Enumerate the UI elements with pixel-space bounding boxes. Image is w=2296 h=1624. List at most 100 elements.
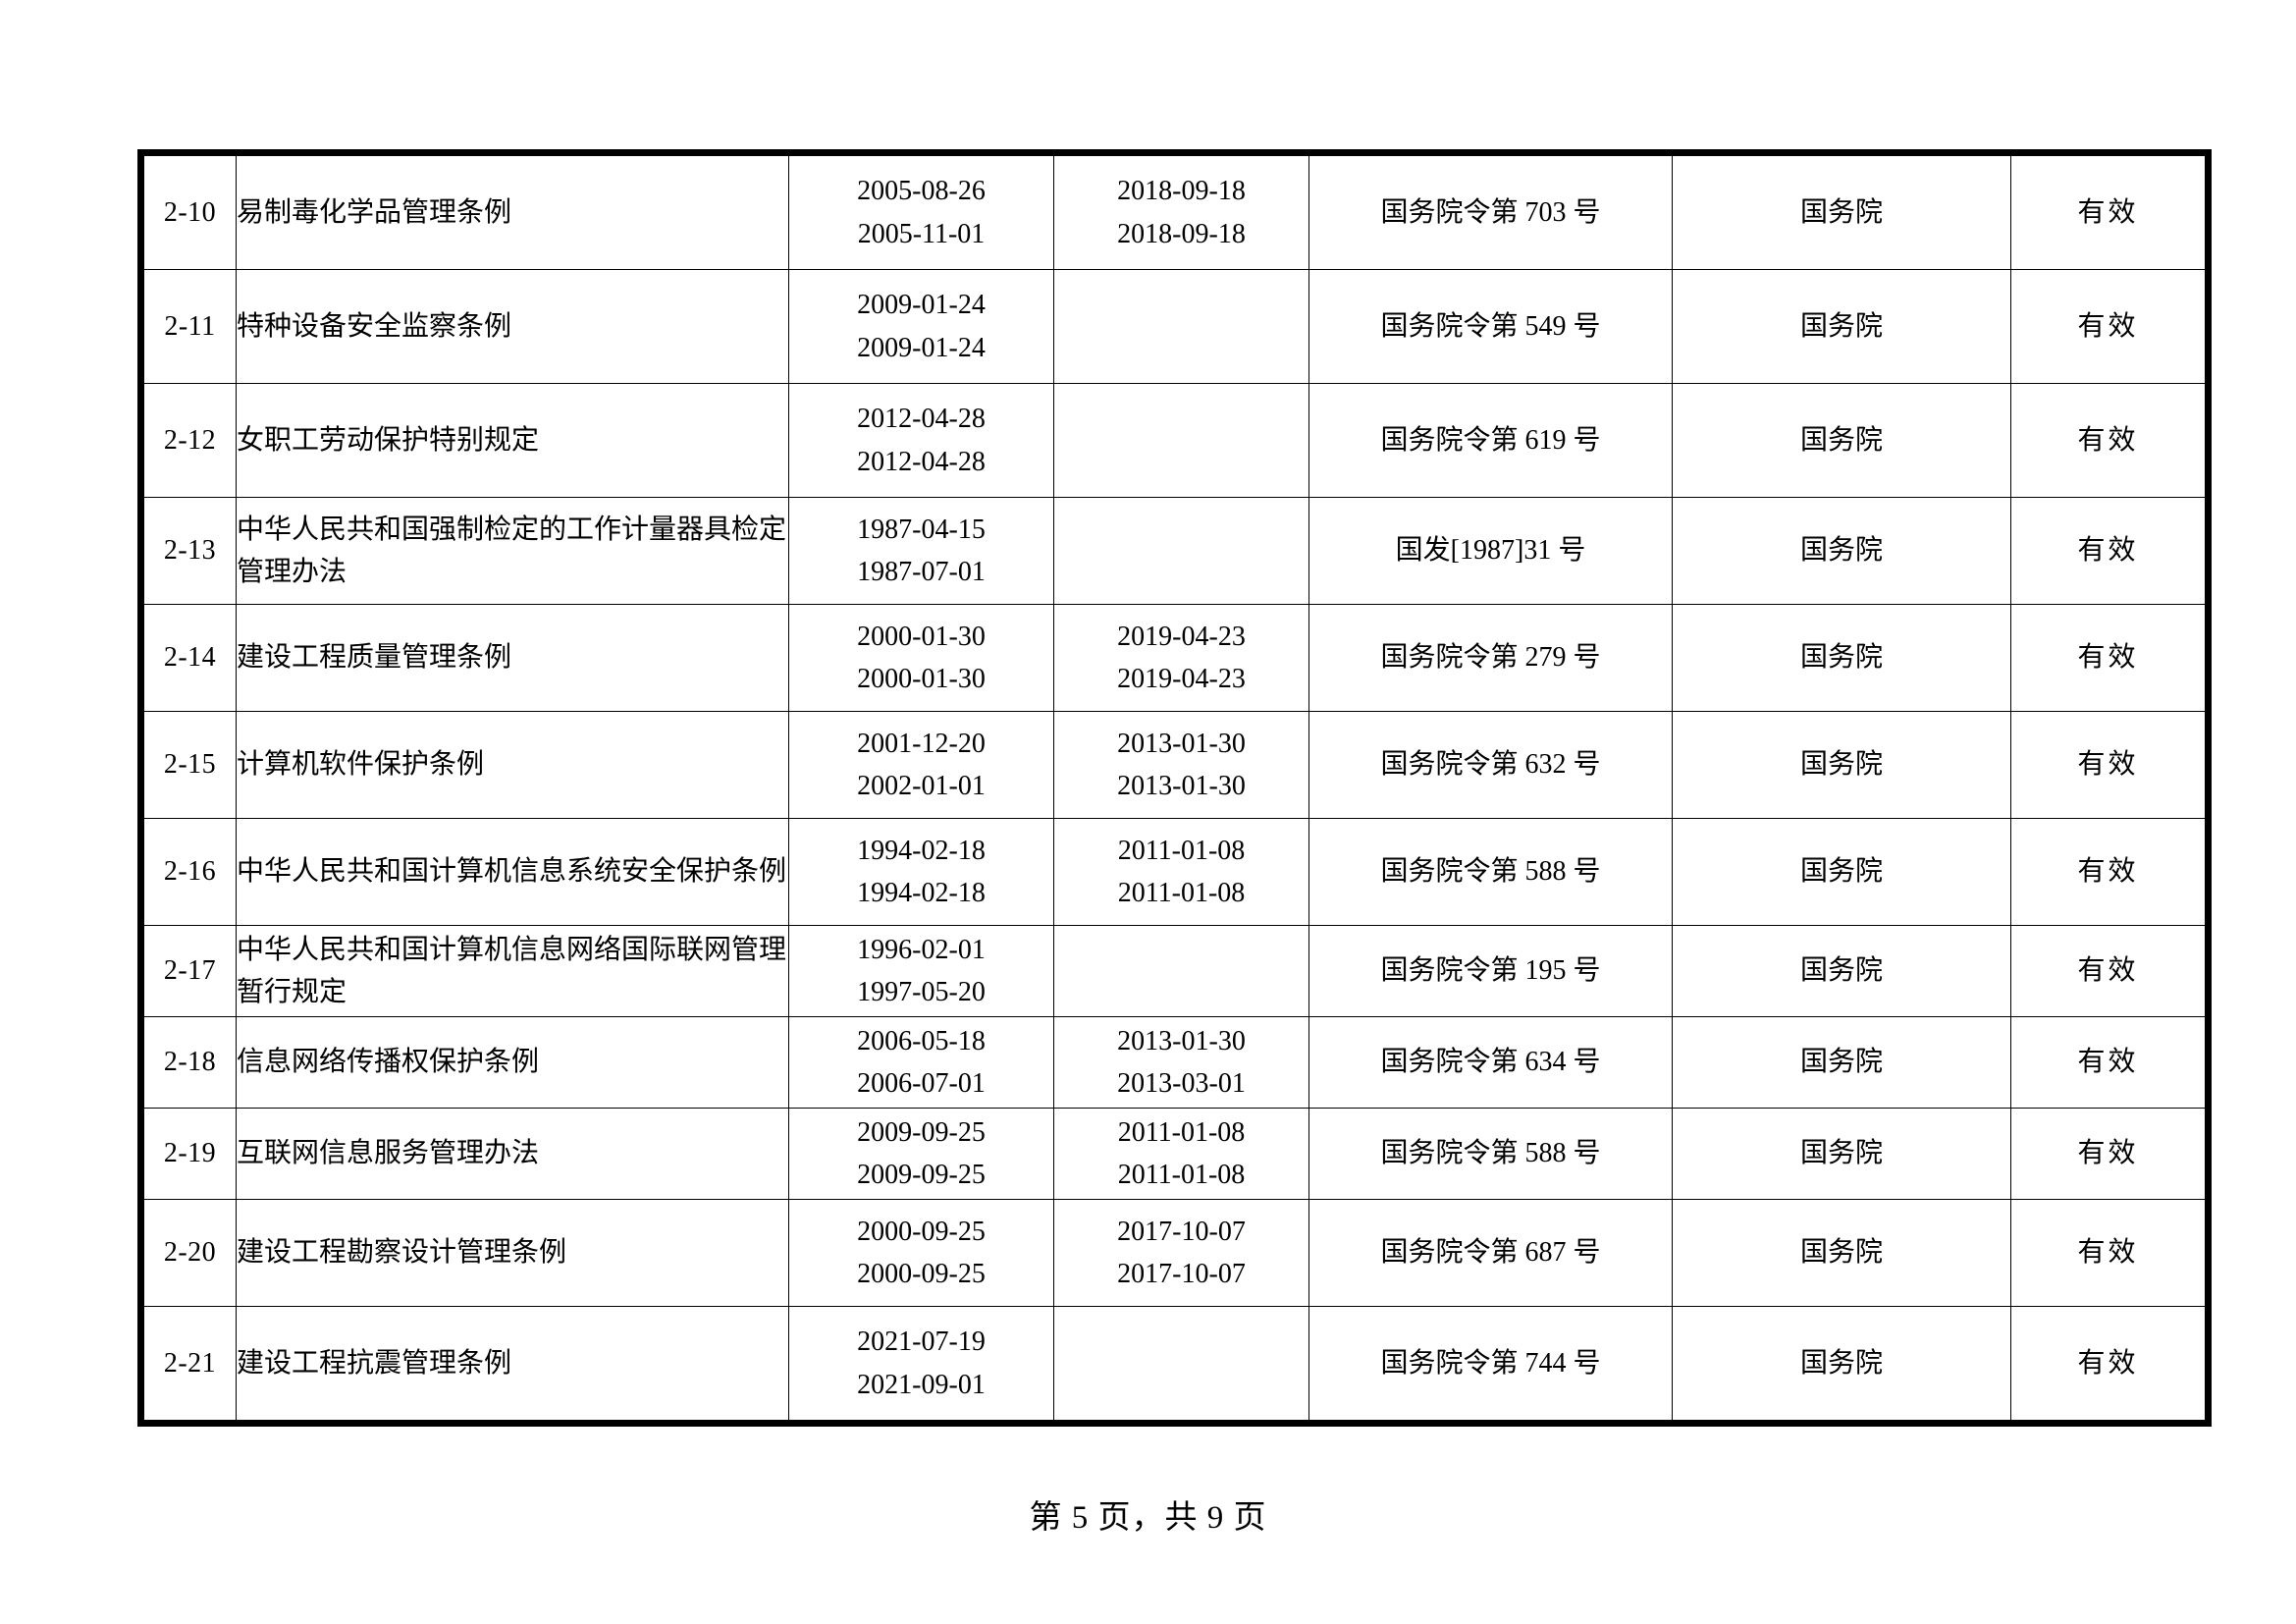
amend-effective-date: 2017-10-07	[1117, 1259, 1246, 1289]
issuer-cell: 国务院	[1672, 497, 2011, 605]
document-number-cell: 国务院令第 549 号	[1308, 269, 1673, 384]
regulations-table: 2-10 易制毒化学品管理条例 2005-08-26 2005-11-01 2018-0…	[137, 149, 2212, 1427]
document-number-cell: 国务院令第 703 号	[1308, 152, 1673, 270]
issue-date: 2000-09-25	[857, 1216, 986, 1247]
row-index-cell: 2-13	[140, 497, 237, 605]
table-row: 2-10 易制毒化学品管理条例 2005-08-26 2005-11-01 2018-0…	[140, 152, 2209, 270]
status-cell: 有效	[2010, 604, 2209, 712]
issuer-cell: 国务院	[1672, 269, 2011, 384]
effective-date: 2009-01-24	[857, 332, 986, 363]
row-index-cell: 2-19	[140, 1108, 237, 1200]
effective-date: 2000-01-30	[857, 664, 986, 694]
amendment-dates-cell	[1053, 497, 1309, 605]
status-cell: 有效	[2010, 818, 2209, 926]
status-cell: 有效	[2010, 1108, 2209, 1200]
amendment-dates-cell: 2013-01-30 2013-03-01	[1053, 1016, 1309, 1109]
row-index-cell: 2-10	[140, 152, 237, 270]
effective-date: 2021-09-01	[857, 1369, 986, 1400]
issuer-cell: 国务院	[1672, 711, 2011, 819]
status-cell: 有效	[2010, 1199, 2209, 1307]
table-row: 2-19 互联网信息服务管理办法 2009-09-25 2009-09-25 2011-…	[140, 1108, 2209, 1200]
issuer-cell: 国务院	[1672, 383, 2011, 498]
document-number-cell: 国务院令第 634 号	[1308, 1016, 1673, 1109]
amendment-dates-cell	[1053, 1306, 1309, 1424]
effective-date: 1997-05-20	[857, 977, 986, 1007]
row-index-cell: 2-18	[140, 1016, 237, 1109]
status-cell: 有效	[2010, 711, 2209, 819]
amendment-dates-cell: 2013-01-30 2013-01-30	[1053, 711, 1309, 819]
table-row: 2-13 中华人民共和国强制检定的工作计量器具检定管理办法 1987-04-15 19…	[140, 497, 2209, 605]
issue-dates-cell: 2009-01-24 2009-01-24	[788, 269, 1054, 384]
row-index-cell: 2-11	[140, 269, 237, 384]
amendment-dates-cell: 2011-01-08 2011-01-08	[1053, 818, 1309, 926]
status-cell: 有效	[2010, 497, 2209, 605]
document-number-cell: 国务院令第 588 号	[1308, 818, 1673, 926]
issuer-cell: 国务院	[1672, 604, 2011, 712]
issue-date: 2001-12-20	[857, 728, 986, 759]
amendment-dates-cell	[1053, 383, 1309, 498]
status-cell: 有效	[2010, 269, 2209, 384]
row-index-cell: 2-20	[140, 1199, 237, 1307]
amend-effective-date: 2011-01-08	[1117, 878, 1246, 908]
issue-date: 2009-01-24	[857, 290, 986, 321]
amendment-dates-cell	[1053, 925, 1309, 1017]
table-row: 2-14 建设工程质量管理条例 2000-01-30 2000-01-30 2019-0…	[140, 604, 2209, 712]
amendment-dates-cell: 2017-10-07 2017-10-07	[1053, 1199, 1309, 1307]
issue-date: 1996-02-01	[857, 934, 986, 965]
amend-effective-date: 2013-01-30	[1117, 771, 1246, 801]
issue-date: 2009-09-25	[857, 1116, 986, 1148]
regulation-title-cell: 中华人民共和国计算机信息系统安全保护条例	[236, 818, 789, 926]
issue-dates-cell: 1996-02-01 1997-05-20	[788, 925, 1054, 1017]
effective-date: 2002-01-01	[857, 771, 986, 801]
regulation-title-cell: 建设工程质量管理条例	[236, 604, 789, 712]
amend-date: 2019-04-23	[1117, 621, 1246, 652]
regulation-title-cell: 建设工程勘察设计管理条例	[236, 1199, 789, 1307]
table-row: 2-21 建设工程抗震管理条例 2021-07-19 2021-09-01 国务院令第 …	[140, 1306, 2209, 1424]
table-row: 2-15 计算机软件保护条例 2001-12-20 2002-01-01 2013-01…	[140, 711, 2209, 819]
issue-date: 2012-04-28	[857, 404, 986, 435]
row-index-cell: 2-15	[140, 711, 237, 819]
amendment-dates-cell	[1053, 269, 1309, 384]
status-cell: 有效	[2010, 383, 2209, 498]
issuer-cell: 国务院	[1672, 925, 2011, 1017]
issue-date: 1987-04-15	[857, 514, 986, 545]
amend-date: 2013-01-30	[1117, 728, 1246, 759]
document-number-cell: 国务院令第 632 号	[1308, 711, 1673, 819]
issue-dates-cell: 2005-08-26 2005-11-01	[788, 152, 1054, 270]
issue-dates-cell: 2012-04-28 2012-04-28	[788, 383, 1054, 498]
effective-date: 2000-09-25	[857, 1259, 986, 1289]
amend-date: 2011-01-08	[1117, 835, 1246, 866]
row-index-cell: 2-21	[140, 1306, 237, 1424]
effective-date: 2005-11-01	[857, 218, 986, 249]
effective-date: 2012-04-28	[857, 446, 986, 477]
table-row: 2-16 中华人民共和国计算机信息系统安全保护条例 1994-02-18 1994-0…	[140, 818, 2209, 926]
regulation-title-cell: 信息网络传播权保护条例	[236, 1016, 789, 1109]
document-number-cell: 国务院令第 279 号	[1308, 604, 1673, 712]
effective-date: 1987-07-01	[857, 557, 986, 587]
table-row: 2-17 中华人民共和国计算机信息网络国际联网管理暂行规定 1996-02-01 19…	[140, 925, 2209, 1017]
status-cell: 有效	[2010, 152, 2209, 270]
issue-date: 2005-08-26	[857, 176, 986, 207]
amend-date: 2018-09-18	[1117, 176, 1246, 207]
amendment-dates-cell: 2019-04-23 2019-04-23	[1053, 604, 1309, 712]
document-number-cell: 国发[1987]31 号	[1308, 497, 1673, 605]
issue-date: 2000-01-30	[857, 621, 986, 652]
table-row: 2-20 建设工程勘察设计管理条例 2000-09-25 2000-09-25 2017…	[140, 1199, 2209, 1307]
issue-date: 1994-02-18	[857, 835, 986, 866]
issuer-cell: 国务院	[1672, 152, 2011, 270]
status-cell: 有效	[2010, 1016, 2209, 1109]
regulations-table-wrapper: 2-10 易制毒化学品管理条例 2005-08-26 2005-11-01 2018-0…	[137, 149, 2212, 1427]
effective-date: 1994-02-18	[857, 878, 986, 908]
page-footer: 第 5 页，共 9 页	[1029, 1500, 1267, 1536]
issuer-cell: 国务院	[1672, 1016, 2011, 1109]
table-row: 2-12 女职工劳动保护特别规定 2012-04-28 2012-04-28 国务院令第…	[140, 383, 2209, 498]
amendment-dates-cell: 2018-09-18 2018-09-18	[1053, 152, 1309, 270]
amend-effective-date: 2011-01-08	[1117, 1160, 1246, 1190]
regulations-table-body: 2-10 易制毒化学品管理条例 2005-08-26 2005-11-01 2018-0…	[140, 152, 2209, 1424]
row-index-cell: 2-14	[140, 604, 237, 712]
amend-date: 2013-01-30	[1117, 1025, 1246, 1056]
amend-date: 2011-01-08	[1117, 1116, 1246, 1148]
effective-date: 2009-09-25	[857, 1160, 986, 1190]
issue-dates-cell: 2006-05-18 2006-07-01	[788, 1016, 1054, 1109]
regulation-title-cell: 中华人民共和国强制检定的工作计量器具检定管理办法	[236, 497, 789, 605]
